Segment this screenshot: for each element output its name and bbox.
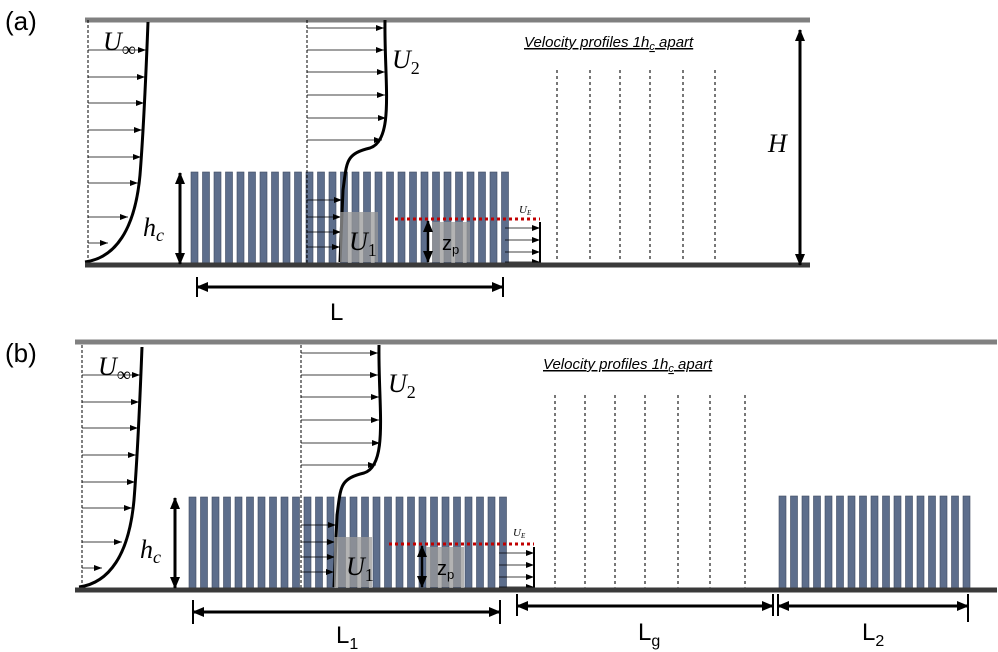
lg-label: Lg bbox=[638, 619, 660, 650]
u-inf-label: U∞ bbox=[98, 352, 131, 386]
roughness-element bbox=[962, 495, 971, 590]
roughness-element bbox=[190, 171, 199, 265]
ue-label: UE bbox=[519, 204, 532, 217]
roughness-element bbox=[234, 496, 243, 590]
roughness-element bbox=[246, 496, 254, 590]
roughness-element bbox=[326, 496, 335, 590]
roughness-element bbox=[236, 171, 245, 265]
roughness-element bbox=[294, 171, 302, 265]
roughness-element bbox=[271, 171, 279, 265]
roughness-element bbox=[893, 495, 902, 590]
roughness-element bbox=[916, 495, 925, 590]
roughness-element bbox=[813, 495, 821, 590]
roughness-element bbox=[801, 495, 810, 590]
roughness-element bbox=[790, 495, 798, 590]
roughness-element bbox=[824, 495, 833, 590]
profile-lines bbox=[556, 70, 716, 262]
roughness-element bbox=[847, 495, 856, 590]
length-label: L bbox=[330, 299, 343, 326]
roughness-element bbox=[202, 171, 210, 265]
u1-label: U1 bbox=[346, 552, 374, 585]
roughness-element bbox=[951, 495, 959, 590]
profile-lines bbox=[554, 395, 746, 588]
hc-label: hc bbox=[143, 213, 164, 245]
panel-a: (a) U∞ U2 Velocity profiles 1hc apart H … bbox=[5, 6, 810, 326]
roughness-element bbox=[778, 495, 787, 590]
roughness-element bbox=[939, 495, 948, 590]
roughness-element bbox=[859, 495, 867, 590]
canopy-2 bbox=[778, 495, 971, 590]
roughness-element bbox=[372, 496, 381, 590]
l2-label: L2 bbox=[862, 619, 884, 650]
roughness-element bbox=[317, 171, 325, 265]
roughness-element bbox=[882, 495, 890, 590]
note: Velocity profiles 1hc apart bbox=[524, 34, 694, 53]
zp-label: zp bbox=[442, 233, 459, 257]
roughness-element bbox=[282, 171, 291, 265]
ue-label: UE bbox=[513, 527, 526, 540]
roughness-element bbox=[225, 171, 233, 265]
roughness-element bbox=[223, 496, 231, 590]
hc-label: hc bbox=[140, 535, 161, 567]
roughness-element bbox=[386, 171, 394, 265]
roughness-element bbox=[315, 496, 323, 590]
roughness-element bbox=[257, 496, 266, 590]
l1-label: L1 bbox=[336, 622, 358, 652]
roughness-element bbox=[188, 496, 197, 590]
roughness-element bbox=[303, 496, 312, 590]
zp-label: zp bbox=[437, 558, 454, 582]
roughness-element bbox=[328, 171, 337, 265]
roughness-element bbox=[870, 495, 879, 590]
roughness-element bbox=[200, 496, 208, 590]
panel-label: (b) bbox=[5, 338, 37, 368]
panel-b: (b) U∞ U2 Velocity profiles 1hc apart hc… bbox=[5, 338, 997, 652]
roughness-element bbox=[211, 496, 220, 590]
roughness-element bbox=[269, 496, 277, 590]
u2-label: U2 bbox=[388, 369, 416, 402]
u2-label: U2 bbox=[392, 45, 420, 78]
roughness-element bbox=[259, 171, 268, 265]
roughness-element bbox=[292, 496, 300, 590]
u1-label: U1 bbox=[349, 227, 377, 260]
roughness-element bbox=[213, 171, 222, 265]
roughness-element bbox=[905, 495, 913, 590]
height-label: H bbox=[767, 129, 788, 158]
roughness-element bbox=[280, 496, 289, 590]
panel-label: (a) bbox=[5, 6, 37, 36]
roughness-element bbox=[928, 495, 936, 590]
note: Velocity profiles 1hc apart bbox=[543, 356, 713, 375]
length-arrows bbox=[192, 601, 969, 617]
u-inf-label: U∞ bbox=[103, 27, 136, 61]
roughness-element bbox=[248, 171, 256, 265]
roughness-element bbox=[836, 495, 844, 590]
